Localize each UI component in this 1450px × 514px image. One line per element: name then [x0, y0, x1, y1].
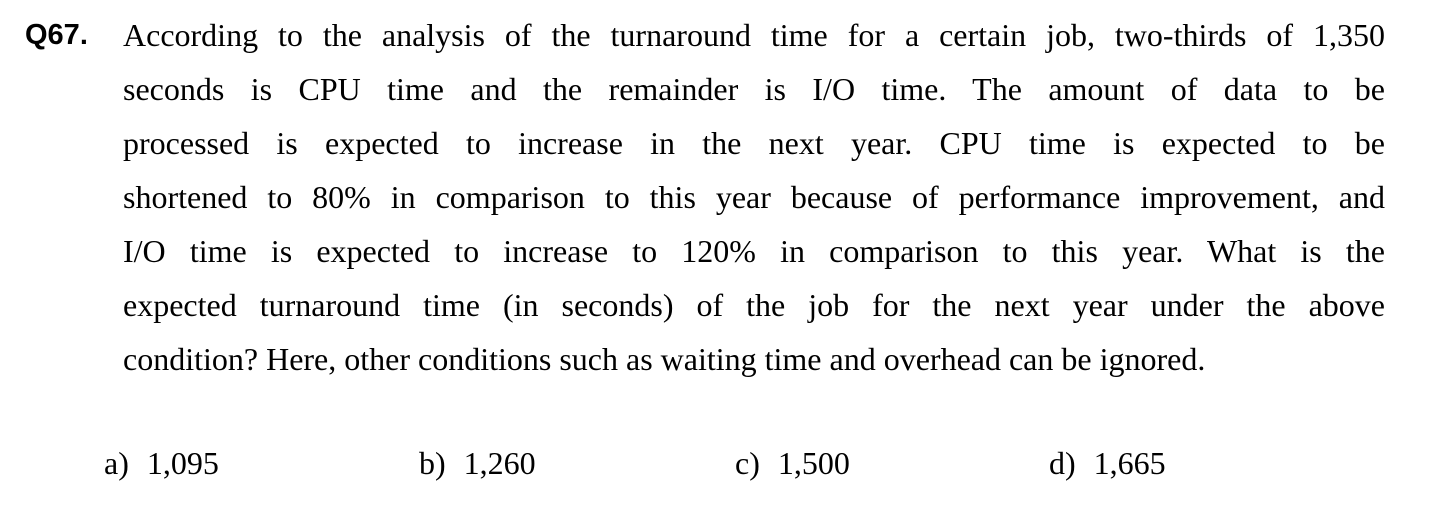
question-line: shortened to 80% in comparison to this y… [123, 179, 1385, 215]
question-line: I/O time is expected to increase to 120%… [123, 233, 1385, 269]
choice-letter: a) [104, 445, 129, 481]
choice-b: b) 1,260 [419, 440, 536, 486]
choice-value: 1,095 [146, 445, 219, 481]
choice-value: 1,500 [777, 445, 850, 481]
choice-a: a) 1,095 [104, 440, 219, 486]
question-line: expected turnaround time (in seconds) of… [123, 287, 1385, 323]
choice-letter: d) [1049, 445, 1076, 481]
choice-c: c) 1,500 [735, 440, 850, 486]
choice-letter: c) [735, 445, 760, 481]
question-line: seconds is CPU time and the remainder is… [123, 71, 1385, 107]
question-line: condition? Here, other conditions such a… [123, 341, 1206, 377]
choice-letter: b) [419, 445, 446, 481]
question-line: processed is expected to increase in the… [123, 125, 1385, 161]
answer-choices: a) 1,095 b) 1,260 c) 1,500 d) 1,665 [0, 440, 1450, 490]
question-number: Q67. [25, 19, 88, 51]
choice-value: 1,260 [463, 445, 536, 481]
question-text: According to the analysis of the turnaro… [123, 8, 1385, 386]
question-line: According to the analysis of the turnaro… [123, 17, 1385, 53]
choice-value: 1,665 [1093, 445, 1166, 481]
choice-d: d) 1,665 [1049, 440, 1166, 486]
